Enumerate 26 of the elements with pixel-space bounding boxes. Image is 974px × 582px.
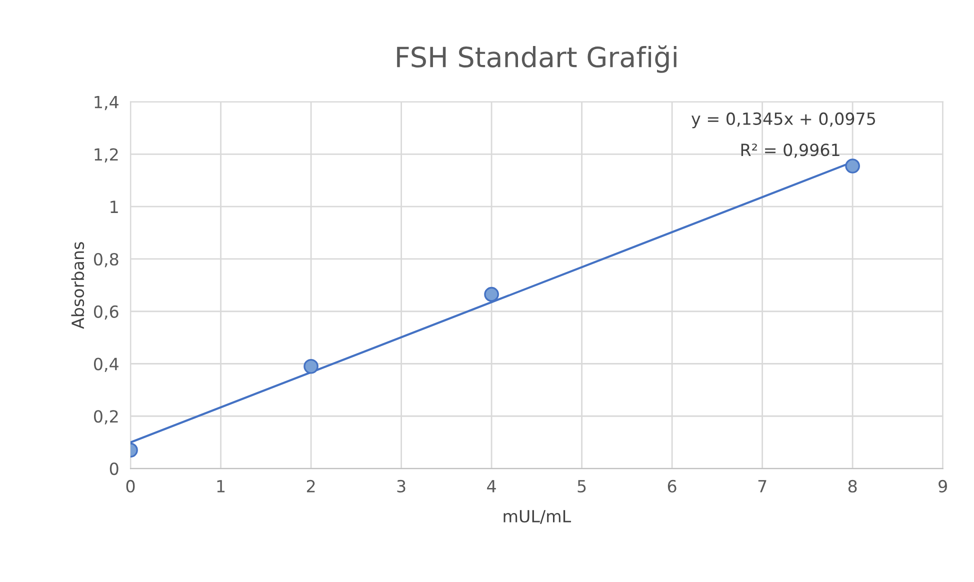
x-tick-label: 3 — [397, 480, 406, 493]
x-tick-label: 6 — [668, 480, 676, 493]
x-axis-title: mUL/mL — [504, 510, 572, 524]
y-tick-label: 1 — [110, 200, 118, 213]
point — [845, 158, 860, 174]
y-axis-title: Absorbans — [71, 242, 84, 329]
x-tick-label: 2 — [306, 480, 315, 492]
annotation: R² = 0,9961 — [741, 144, 840, 158]
y-tick-label: 1,4 — [94, 96, 118, 110]
y-tick-label: 1,2 — [94, 148, 118, 162]
y-tick-label: 0,2 — [94, 410, 118, 424]
x-tick-label: 1 — [217, 480, 225, 492]
x-tick-label: 7 — [758, 480, 766, 492]
chart-title: FSH Standart Grafiği — [397, 45, 676, 73]
point — [304, 358, 318, 374]
y-tick-label: 0,6 — [94, 305, 118, 320]
x-tick-label: 8 — [848, 480, 857, 493]
point — [484, 286, 499, 302]
y-tick-label: 0,8 — [94, 252, 118, 268]
x-tick-label: 4 — [487, 480, 496, 492]
x-tick-label: 9 — [938, 480, 947, 493]
y-tick-label: 0 — [110, 462, 118, 476]
x-tick-label: 5 — [578, 480, 586, 493]
y-tick-label: 0,4 — [94, 358, 118, 372]
x-tick-label: 0 — [126, 480, 135, 493]
annotation: y = 0,1345x + 0,0975 — [692, 112, 876, 128]
